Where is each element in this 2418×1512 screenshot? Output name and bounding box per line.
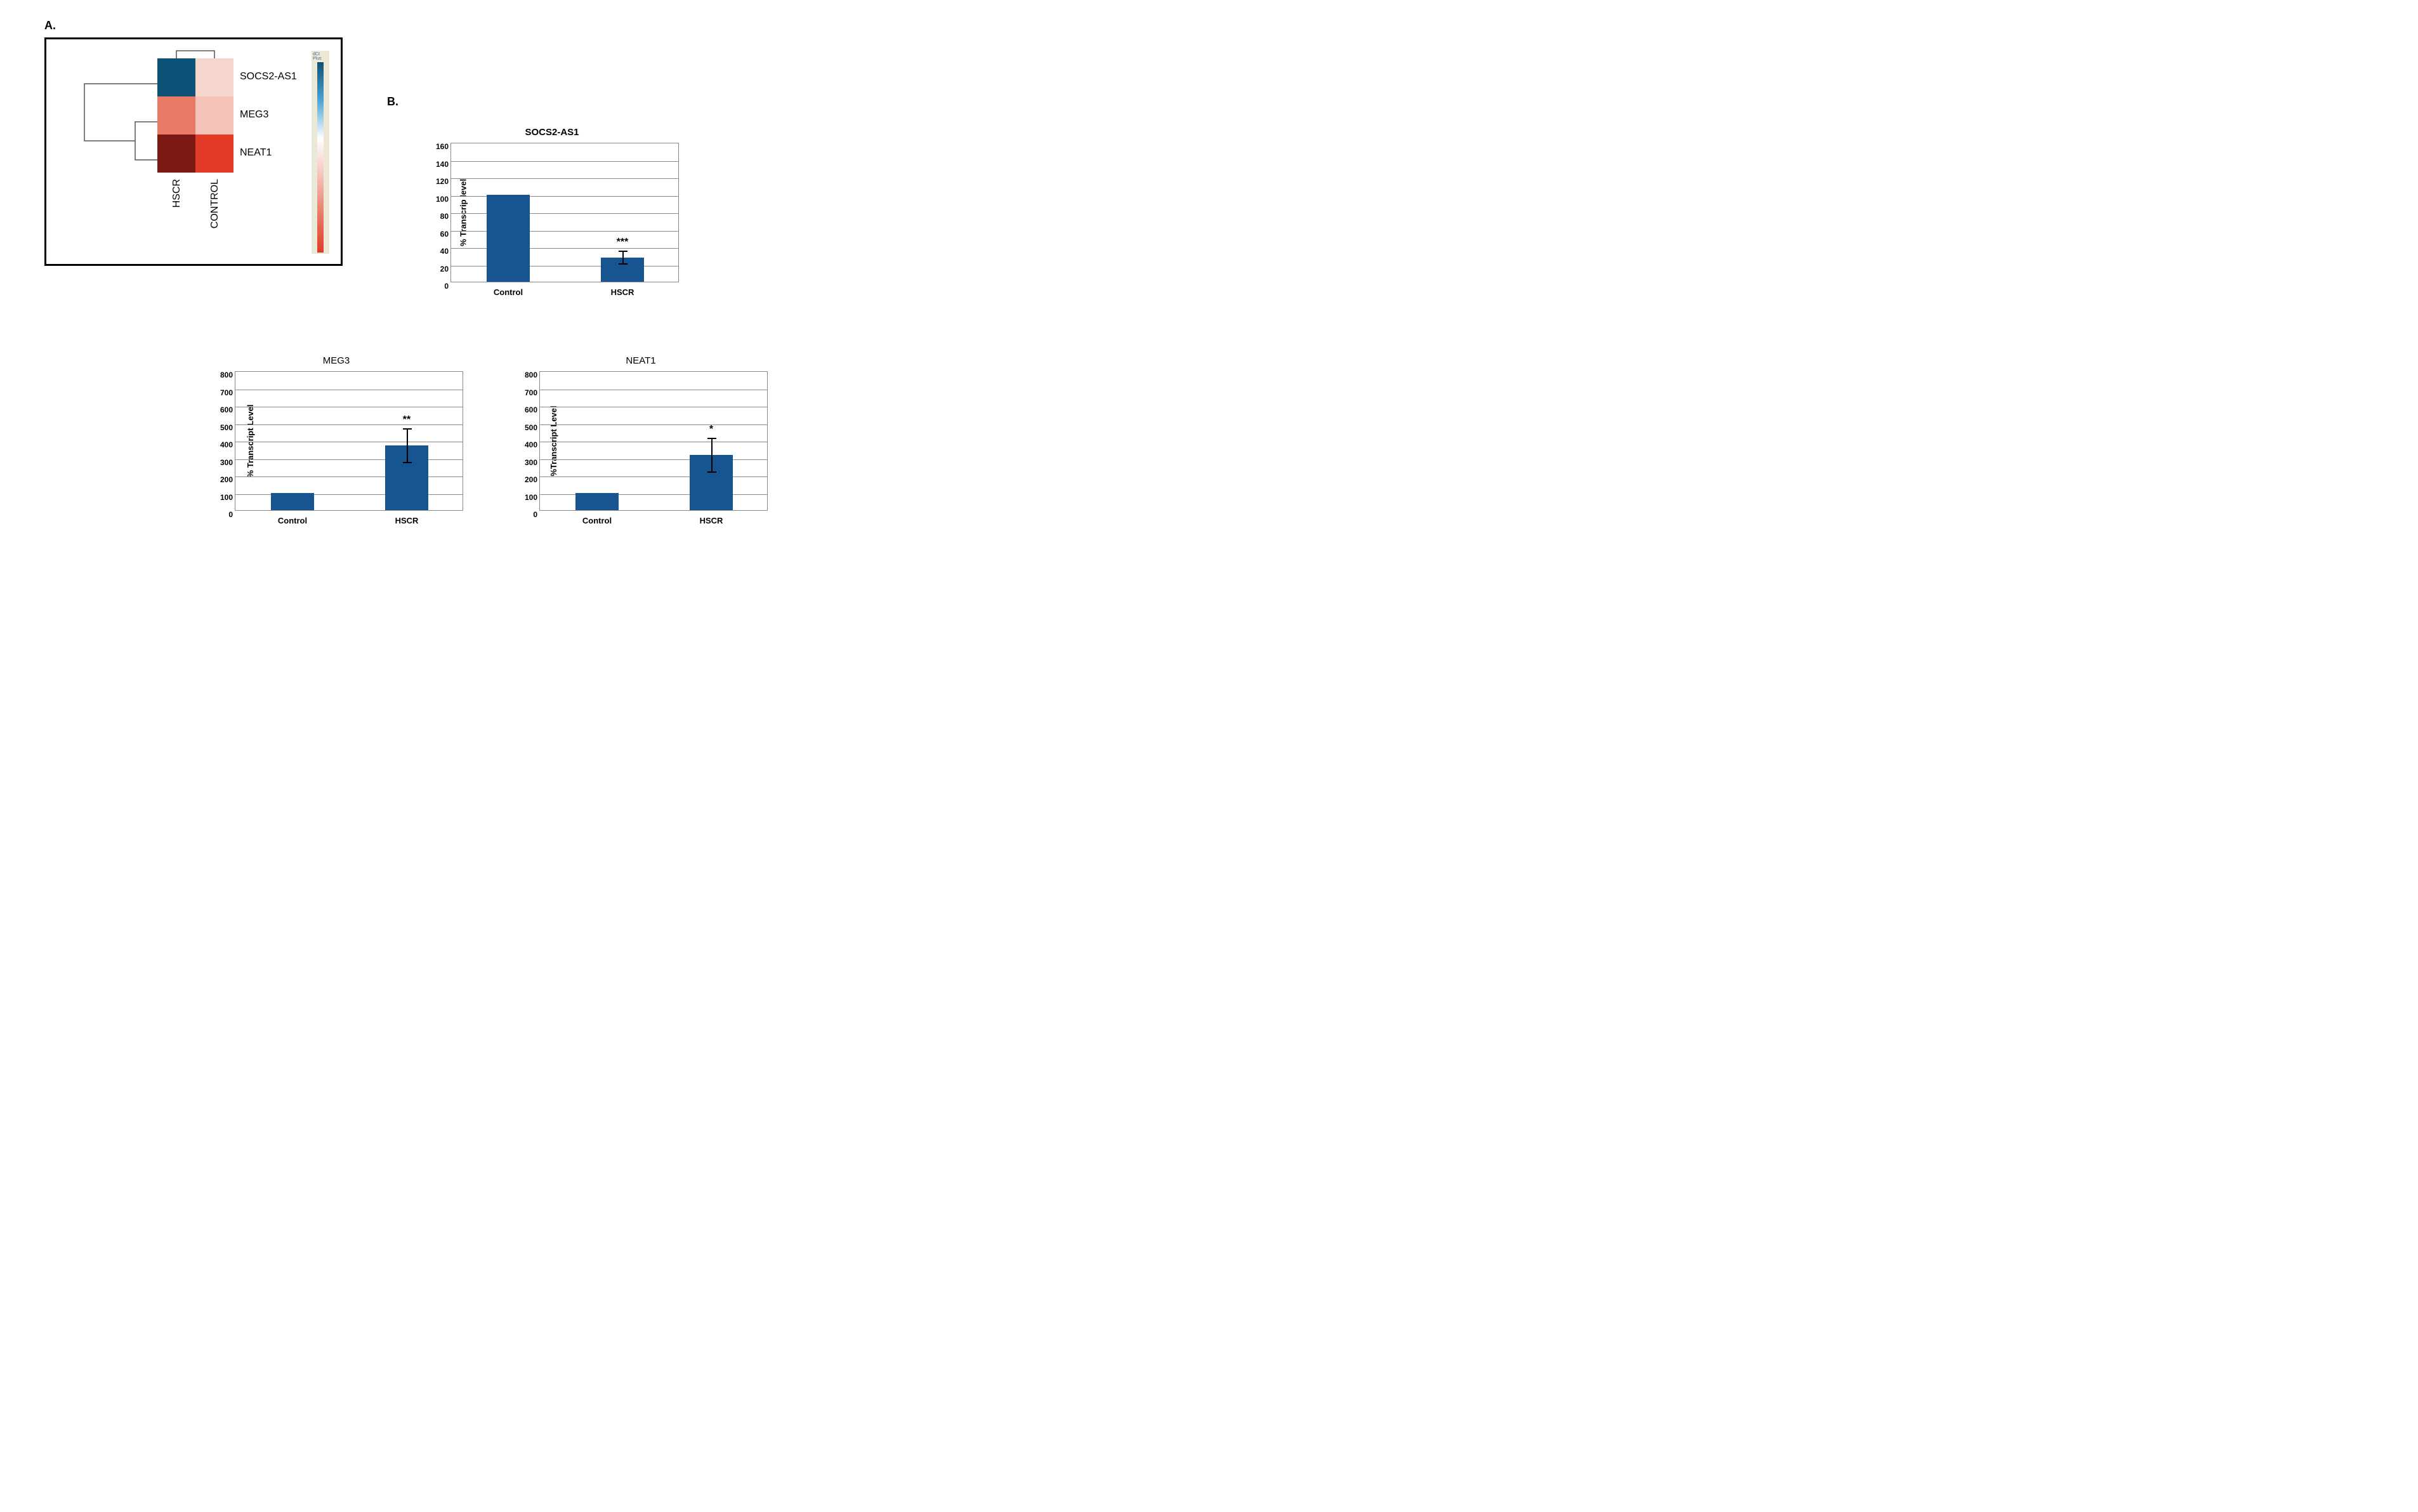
y-tick-label: 700: [516, 388, 537, 397]
gridline: [451, 231, 678, 232]
chart-neat1: NEAT1 %Transcript Level010020030040050060…: [514, 355, 768, 511]
heatmap-cell: [157, 96, 195, 135]
heatmap: [157, 58, 233, 173]
error-bar: [622, 251, 624, 265]
gridline: [451, 161, 678, 162]
gridline: [540, 494, 767, 495]
bar: [487, 195, 530, 282]
y-tick-label: 300: [211, 458, 233, 467]
plot-area: % Transcrip level020406080100120140160Co…: [450, 143, 679, 282]
heatmap-col-label: CONTROL: [209, 179, 221, 228]
y-tick-label: 600: [516, 405, 537, 414]
y-tick-label: 800: [516, 371, 537, 379]
y-tick-label: 800: [211, 371, 233, 379]
gridline: [451, 178, 678, 179]
plot-area: %Transcript Level01002003004005006007008…: [539, 371, 768, 511]
y-tick-label: 200: [516, 475, 537, 484]
gridline: [235, 459, 463, 460]
y-tick-label: 120: [427, 177, 449, 186]
y-tick-label: 400: [211, 440, 233, 449]
y-tick-label: 200: [211, 475, 233, 484]
x-tick-label: Control: [494, 287, 523, 297]
x-tick-label: HSCR: [395, 516, 419, 525]
y-tick-label: 0: [516, 510, 537, 519]
heatmap-cell: [157, 135, 195, 173]
x-tick-label: Control: [582, 516, 612, 525]
heatmap-row-label: NEAT1: [240, 147, 272, 159]
bar: [271, 493, 314, 511]
y-tick-label: 60: [427, 230, 449, 239]
error-bar: [407, 428, 408, 463]
gridline: [451, 196, 678, 197]
y-tick-label: 700: [211, 388, 233, 397]
y-tick-label: 40: [427, 247, 449, 256]
gridline: [451, 248, 678, 249]
heatmap-cell: [195, 96, 233, 135]
colorbar-title: dCt Plus: [313, 52, 328, 61]
y-tick-label: 100: [516, 493, 537, 502]
panel-a-label: A.: [44, 19, 343, 32]
dendrogram-top: [157, 44, 233, 58]
chart-title: NEAT1: [514, 355, 768, 366]
significance-marker: **: [403, 414, 411, 426]
panel-b-label: B.: [387, 95, 398, 108]
y-tick-label: 600: [211, 405, 233, 414]
y-tick-label: 500: [211, 423, 233, 432]
error-bar: [711, 438, 713, 473]
colorbar-gradient: [317, 62, 324, 253]
y-axis-label: %Transcript Level: [549, 405, 558, 476]
y-tick-label: 100: [427, 195, 449, 204]
gridline: [540, 424, 767, 425]
y-tick-label: 0: [211, 510, 233, 519]
y-tick-label: 20: [427, 265, 449, 273]
y-tick-label: 0: [427, 282, 449, 291]
y-axis-label: % Transcript Level: [246, 405, 255, 478]
dendrogram-left: [59, 65, 157, 179]
x-tick-label: HSCR: [611, 287, 634, 297]
significance-marker: ***: [617, 237, 629, 248]
gridline: [451, 213, 678, 214]
heatmap-col-label: HSCR: [171, 179, 183, 207]
y-tick-label: 300: [516, 458, 537, 467]
panel-a-box: SOCS2-AS1 MEG3 NEAT1 HSCR CONTROL dCt Plus: [44, 37, 343, 266]
heatmap-cell: [195, 135, 233, 173]
heatmap-row-label: SOCS2-AS1: [240, 71, 297, 82]
y-tick-label: 100: [211, 493, 233, 502]
heatmap-cell: [157, 58, 195, 96]
y-tick-label: 160: [427, 142, 449, 151]
y-tick-label: 80: [427, 212, 449, 221]
colorbar: dCt Plus: [312, 51, 329, 254]
x-tick-label: HSCR: [700, 516, 723, 525]
y-tick-label: 500: [516, 423, 537, 432]
significance-marker: *: [709, 424, 713, 435]
heatmap-cell: [195, 58, 233, 96]
bar: [575, 493, 619, 511]
chart-socs2: SOCS2-AS1 % Transcrip level02040608010012…: [425, 127, 679, 282]
y-tick-label: 400: [516, 440, 537, 449]
y-axis-label: % Transcrip level: [459, 179, 468, 246]
gridline: [540, 459, 767, 460]
chart-title: MEG3: [209, 355, 463, 366]
panel-a: A. SOCS2-AS1 MEG3 NEAT1 HSCR CONTROL dCt Pl…: [44, 19, 343, 266]
gridline: [235, 424, 463, 425]
heatmap-row-label: MEG3: [240, 109, 268, 121]
chart-title: SOCS2-AS1: [425, 127, 679, 138]
chart-meg3: MEG3 % Transcript Level010020030040050060…: [209, 355, 463, 511]
y-tick-label: 140: [427, 160, 449, 169]
plot-area: % Transcript Level0100200300400500600700…: [235, 371, 463, 511]
x-tick-label: Control: [278, 516, 307, 525]
gridline: [235, 494, 463, 495]
